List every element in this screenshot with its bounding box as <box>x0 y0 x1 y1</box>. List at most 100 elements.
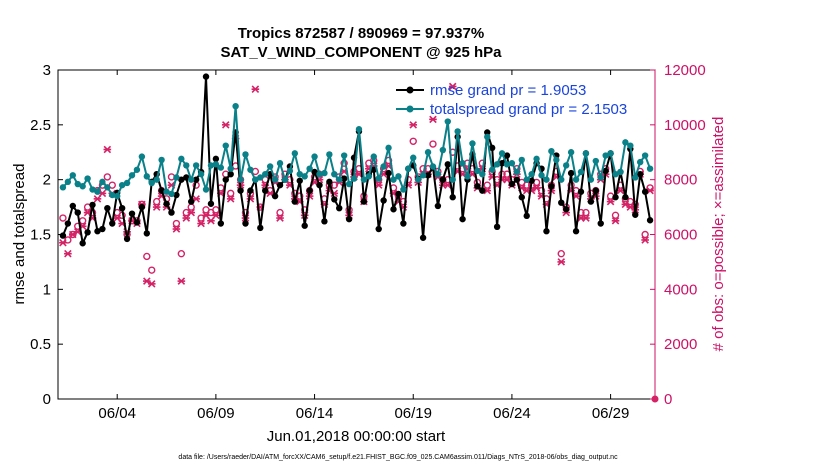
rmse-point <box>163 200 170 207</box>
y-tick-right-label: 4000 <box>664 281 697 298</box>
obs-assimilated-marker <box>64 249 72 258</box>
totalspread-point <box>454 128 461 135</box>
rmse-point <box>316 181 323 189</box>
totalspread-point <box>380 163 387 170</box>
rmse-point <box>242 220 249 227</box>
totalspread-point <box>592 157 599 165</box>
totalspread-point <box>385 144 392 152</box>
totalspread-point <box>617 168 624 176</box>
rmse-point <box>636 170 644 178</box>
obs-assimilated-marker <box>616 186 625 195</box>
totalspread-point <box>281 176 289 183</box>
totalspread-point <box>94 188 101 195</box>
totalspread-point <box>291 150 299 157</box>
obs-assimilated-marker <box>374 181 383 189</box>
totalspread-point <box>340 152 348 159</box>
totalspread-point <box>114 192 121 200</box>
obs-possible-marker <box>148 266 156 274</box>
totalspread-point <box>464 173 471 180</box>
y-tick-label: 0.5 <box>30 336 51 353</box>
rmse-point <box>493 223 501 231</box>
rmse-point <box>518 194 525 201</box>
totalspread-point <box>612 170 619 178</box>
rmse-point <box>646 217 654 224</box>
y-tick-right-label: 0 <box>664 391 672 408</box>
rmse-point <box>360 198 368 205</box>
totalspread-point <box>89 186 96 193</box>
rmse-point <box>133 219 141 226</box>
obs-possible-marker <box>59 214 67 222</box>
totalspread-point <box>434 170 442 178</box>
obs-assimilated-marker <box>152 203 161 211</box>
obs-assimilated-marker <box>177 277 186 285</box>
totalspread-point <box>632 174 639 181</box>
rmse-point <box>168 209 175 216</box>
totalspread-point <box>99 178 106 186</box>
totalspread-point <box>316 170 323 178</box>
obs-assimilated-marker <box>197 219 205 228</box>
obs-possible-marker <box>152 197 161 206</box>
totalspread-point <box>331 170 338 178</box>
x-tick-label: 06/04 <box>98 405 136 422</box>
rmse-point <box>632 211 639 218</box>
totalspread-point <box>326 151 333 158</box>
obs-assimilated-marker <box>221 121 230 129</box>
totalspread-point <box>74 180 81 188</box>
obs-assimilated-marker <box>611 217 620 225</box>
rmse-point <box>237 187 244 194</box>
chart-title: Tropics 872587 / 890969 = 97.937% <box>238 25 484 42</box>
totalspread-point <box>602 152 609 159</box>
totalspread-point <box>444 118 451 125</box>
totalspread-point <box>143 173 151 180</box>
totalspread-point <box>266 163 274 170</box>
rmse-point <box>178 176 185 183</box>
obs-end-marker <box>651 395 659 403</box>
rmse-point <box>562 206 570 213</box>
obs-assimilated-marker <box>59 238 67 247</box>
rmse-point <box>400 220 407 227</box>
totalspread-point <box>355 126 363 133</box>
totalspread-point <box>459 160 466 167</box>
totalspread-point <box>301 173 308 180</box>
totalspread-point <box>493 161 501 168</box>
totalspread-point <box>286 167 294 175</box>
rmse-point <box>247 187 254 194</box>
y-tick-label: 1 <box>43 281 51 298</box>
y-tick-right-label: 6000 <box>664 227 697 244</box>
totalspread-point <box>479 170 486 178</box>
rmse-point <box>227 170 234 178</box>
totalspread-point <box>212 161 220 168</box>
totalspread-point <box>247 166 254 173</box>
totalspread-point <box>360 176 368 183</box>
totalspread-point <box>109 191 116 199</box>
totalspread-point <box>59 184 67 191</box>
totalspread-point <box>414 176 422 183</box>
rmse-point <box>622 194 629 201</box>
totalspread-point <box>153 176 160 183</box>
y-axis-label: rmse and totalspread <box>11 164 28 305</box>
rmse-point <box>222 176 229 183</box>
totalspread-point <box>133 166 141 173</box>
legend-rmse-label: rmse grand pr = 1.9053 <box>430 82 586 99</box>
x-tick-label: 06/19 <box>394 405 432 422</box>
chart-subtitle: SAT_V_WIND_COMPONENT @ 925 hPa <box>220 44 502 61</box>
totalspread-point <box>321 169 328 177</box>
totalspread-point <box>622 139 629 146</box>
totalspread-point <box>271 176 279 183</box>
totalspread-point <box>252 176 259 183</box>
rmse-point <box>577 188 585 195</box>
rmse-point <box>89 201 96 209</box>
rmse-point <box>138 203 146 211</box>
totalspread-point <box>375 175 382 182</box>
totalspread-point <box>469 140 476 147</box>
y-axis-right-label: # of obs: o=possible; ×=assimilated <box>710 117 727 352</box>
rmse-point <box>558 199 565 206</box>
obs-assimilated-marker <box>212 211 220 220</box>
totalspread-point <box>64 178 72 186</box>
totalspread-point <box>350 175 358 182</box>
totalspread-point <box>217 164 225 171</box>
rmse-point <box>375 225 382 233</box>
totalspread-point <box>262 170 269 178</box>
rmse-point <box>449 194 456 201</box>
